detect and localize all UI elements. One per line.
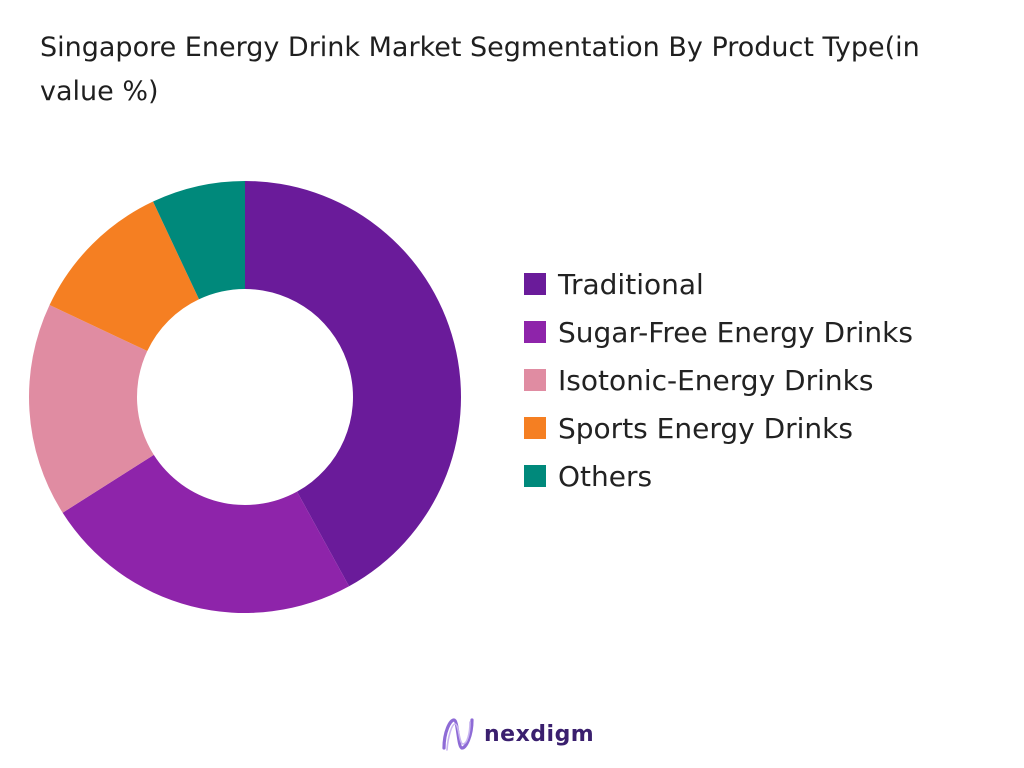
donut-slice-sugar-free-energy-drinks bbox=[62, 454, 350, 613]
legend-label: Isotonic-Energy Drinks bbox=[558, 363, 874, 397]
legend-item-isotonic: Isotonic-Energy Drinks bbox=[524, 356, 913, 404]
legend-swatch bbox=[524, 273, 546, 295]
legend-swatch bbox=[524, 321, 546, 343]
brand-name: nexdigm bbox=[484, 721, 595, 747]
nexdigm-logo-icon bbox=[442, 718, 474, 751]
legend-item-sports: Sports Energy Drinks bbox=[524, 404, 913, 452]
legend-label: Traditional bbox=[558, 267, 704, 301]
donut-slice-others bbox=[153, 181, 245, 300]
legend-swatch bbox=[524, 417, 546, 439]
legend-label: Sugar-Free Energy Drinks bbox=[558, 315, 913, 349]
legend-item-sugar-free: Sugar-Free Energy Drinks bbox=[524, 308, 913, 356]
legend-swatch bbox=[524, 465, 546, 487]
donut-slice-sports-energy-drinks bbox=[49, 201, 200, 352]
brand: nexdigm bbox=[440, 714, 594, 754]
donut-slice-traditional bbox=[245, 181, 462, 587]
legend-swatch bbox=[524, 369, 546, 391]
chart-legend: Traditional Sugar-Free Energy Drinks Iso… bbox=[524, 260, 913, 500]
chart-title: Singapore Energy Drink Market Segmentati… bbox=[40, 32, 920, 107]
legend-item-others: Others bbox=[524, 452, 913, 500]
legend-label: Sports Energy Drinks bbox=[558, 411, 853, 445]
donut-chart bbox=[28, 181, 462, 613]
donut-slice-isotonic-energy-drinks bbox=[28, 305, 154, 513]
legend-item-traditional: Traditional bbox=[524, 260, 913, 308]
legend-label: Others bbox=[558, 459, 653, 493]
